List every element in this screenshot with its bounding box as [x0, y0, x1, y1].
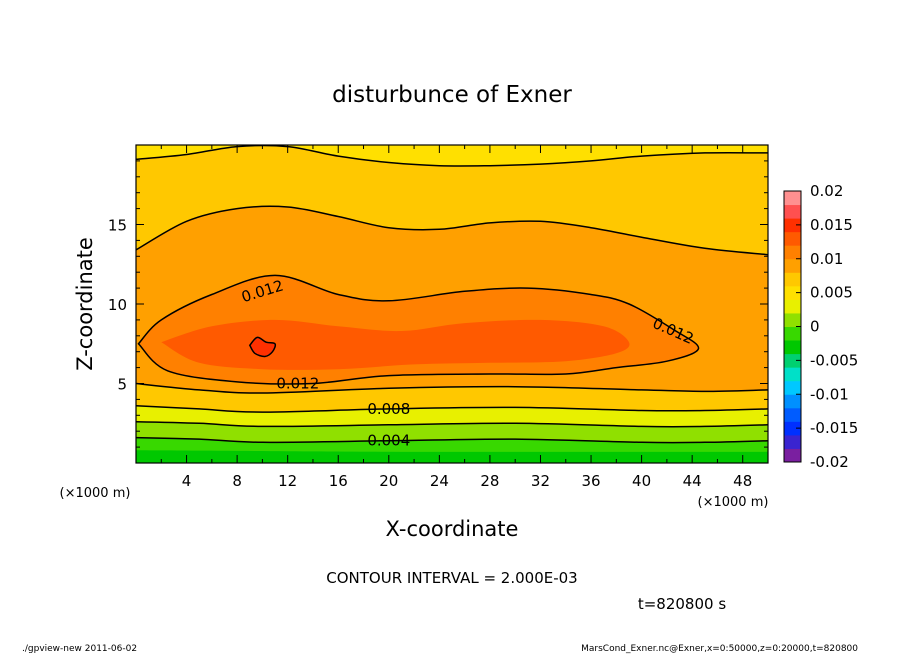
x-tick-label: 4	[182, 472, 192, 490]
colorbar-swatch	[784, 285, 801, 300]
contour-label: 0.012	[276, 375, 319, 393]
colorbar-tick-label: 0.01	[810, 250, 843, 268]
contour-line-0.008	[136, 405, 768, 413]
colorbar-swatch	[784, 272, 801, 287]
footer-right: MarsCond_Exner.nc@Exner,x=0:50000,z=0:20…	[581, 644, 858, 654]
x-unit-left: (×1000 m)	[60, 486, 131, 501]
colorbar-swatch	[784, 421, 801, 436]
contour-line-0.006	[136, 420, 768, 428]
colorbar-swatch	[784, 218, 801, 233]
y-tick-label: 10	[108, 296, 127, 314]
x-tick-label: 16	[329, 472, 348, 490]
colorbar-swatch	[784, 245, 801, 260]
colorbar-swatch	[784, 231, 801, 246]
colorbar-swatch	[784, 299, 801, 314]
x-tick-label: 36	[581, 472, 600, 490]
x-tick-label: 24	[430, 472, 449, 490]
colorbar-swatch	[784, 258, 801, 273]
y-axis-label: Z-coordinate	[73, 237, 97, 371]
colorbar-swatch	[784, 394, 801, 409]
colorbar-swatch	[784, 448, 801, 463]
colorbar-tick-label: -0.01	[810, 385, 849, 403]
field-level-0.0135	[249, 337, 276, 357]
contour-line-0.014	[248, 336, 277, 358]
contour-line-0.01	[136, 205, 768, 256]
x-axis-label: X-coordinate	[386, 517, 519, 541]
x-tick-label: 28	[480, 472, 499, 490]
colorbar-swatch	[784, 380, 801, 395]
contour-lines	[136, 145, 768, 444]
colorbar-swatch	[784, 204, 801, 219]
y-tick-label: 15	[108, 217, 127, 235]
x-unit-right: (×1000 m)	[698, 495, 769, 510]
field-band-bottom	[136, 451, 768, 463]
x-tick-label: 12	[278, 472, 297, 490]
x-axis-ticks: 4 8 12 16 20 24 28 32 36 40 44 48	[160, 145, 752, 490]
x-tick-label: 20	[379, 472, 398, 490]
contour-line-0.012	[137, 274, 700, 385]
field-level-0.0125	[161, 319, 630, 370]
colorbar-tick-label: 0.005	[810, 284, 853, 302]
colorbar-swatch	[784, 353, 801, 368]
y-axis-ticks: 5 10 15	[108, 160, 768, 448]
colorbar-tick-label: -0.015	[810, 419, 858, 437]
x-tick-label: 48	[733, 472, 752, 490]
chart-title: disturbunce of Exner	[332, 82, 572, 108]
colorbar-swatch	[784, 191, 801, 206]
footer-left: ./gpview-new 2011-06-02	[22, 644, 137, 654]
time-label: t=820800 s	[638, 595, 726, 613]
x-tick-label: 40	[632, 472, 651, 490]
contour-line-0.004	[136, 436, 768, 444]
contour-label: 0.008	[367, 400, 410, 418]
colorbar-tick-label: -0.02	[810, 453, 849, 471]
colorbar-swatch	[784, 367, 801, 382]
contour-label: 0.004	[367, 432, 410, 450]
colorbar-tick-label: 0.02	[810, 182, 843, 200]
colorbar-swatch	[784, 312, 801, 327]
colorbar-swatch	[784, 326, 801, 341]
x-tick-label: 32	[531, 472, 550, 490]
colorbar-tick-label: 0	[810, 318, 820, 336]
colorbar: 0.02 0.015 0.01 0.005 0 -0.005 -0.01 -0.015 -0.0…	[783, 182, 858, 471]
colorbar-tick-label: -0.005	[810, 351, 858, 369]
contour-interval-text: CONTOUR INTERVAL = 2.000E-03	[326, 569, 577, 587]
contour-line-0.01	[136, 382, 768, 394]
colorbar-tick-label: 0.015	[810, 216, 853, 234]
x-tick-label: 44	[683, 472, 702, 490]
colorbar-swatch	[784, 407, 801, 422]
colorbar-swatch	[784, 434, 801, 449]
y-tick-label: 5	[117, 376, 127, 394]
x-tick-label: 8	[232, 472, 242, 490]
plot-area	[136, 145, 768, 463]
colorbar-swatch	[784, 340, 801, 355]
